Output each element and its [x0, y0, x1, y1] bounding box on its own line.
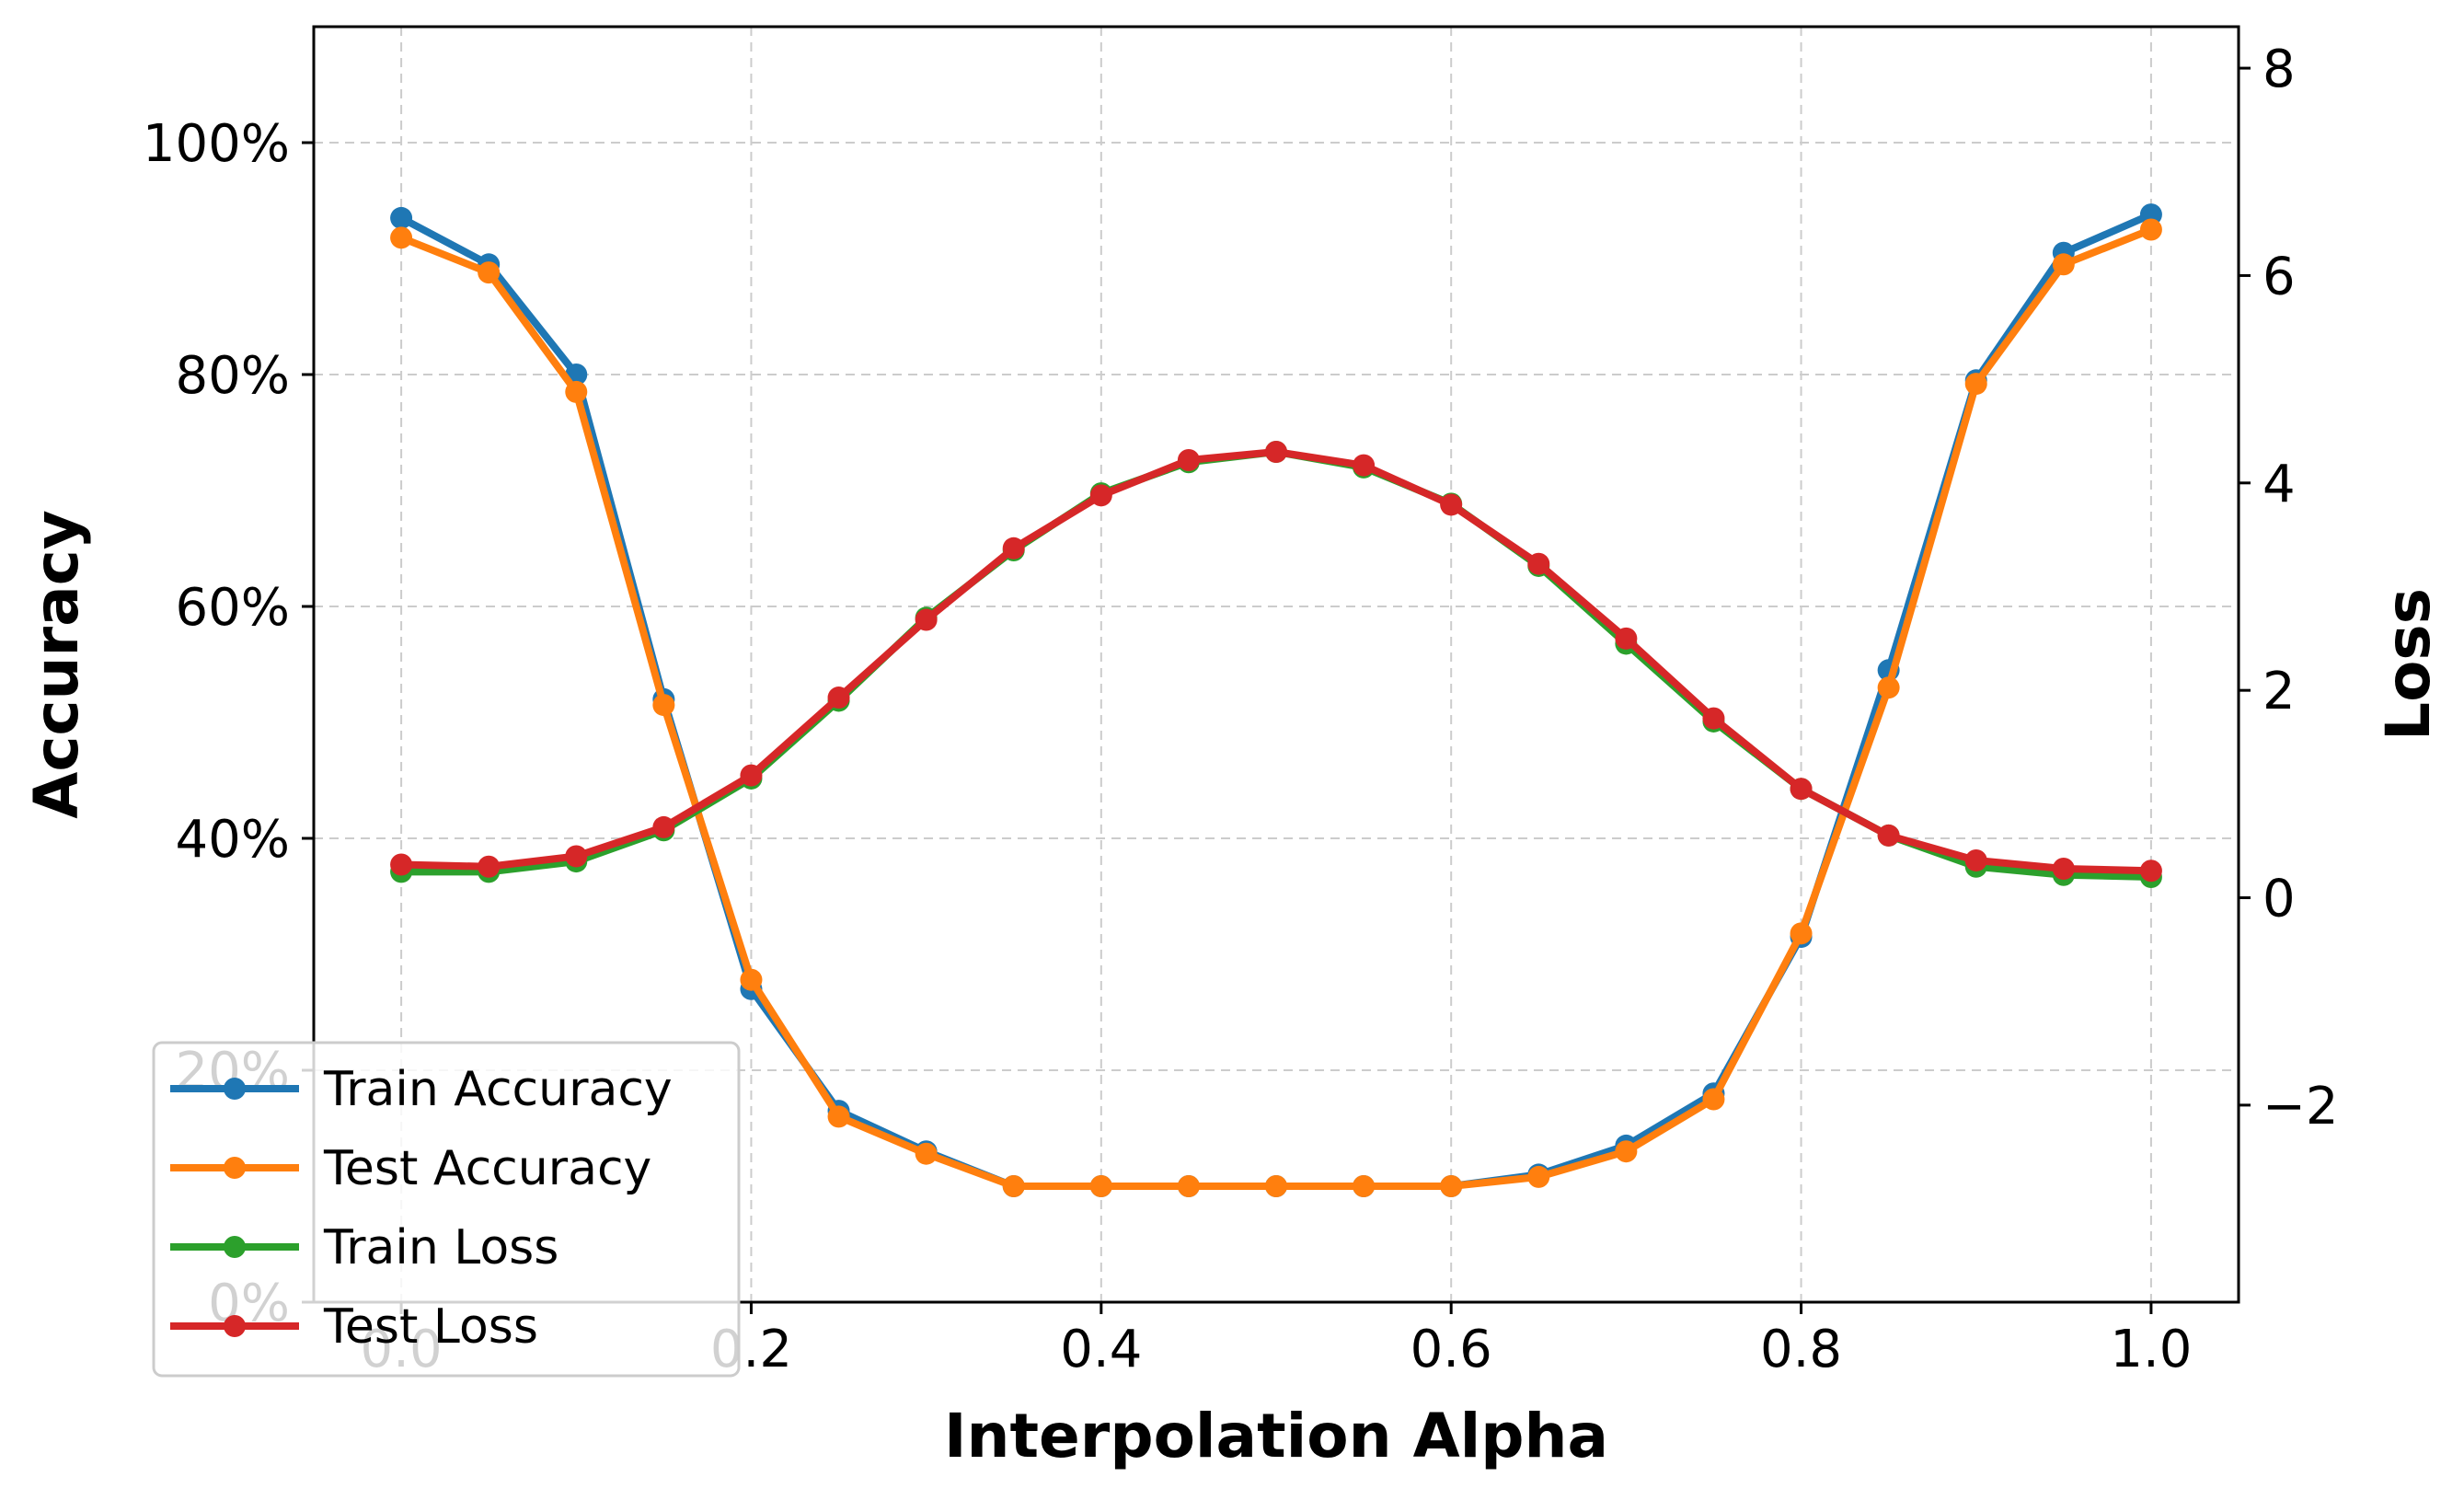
y-axis-left-title: Accuracy	[21, 510, 92, 819]
y-right-tick-label: −2	[2263, 1077, 2339, 1137]
legend-label: Train Loss	[323, 1220, 558, 1275]
test-accuracy-point	[1353, 1175, 1376, 1197]
test-loss-point	[1702, 707, 1725, 730]
y-left-tick-label: 40%	[176, 810, 290, 870]
legend-box	[152, 1041, 741, 1378]
legend-swatch-marker	[224, 1078, 246, 1100]
test-accuracy-point	[827, 1105, 850, 1128]
test-accuracy-point	[2139, 218, 2162, 241]
test-loss-point	[2139, 860, 2162, 883]
y-right-tick-label: 4	[2263, 455, 2296, 514]
test-accuracy-point	[1790, 922, 1813, 945]
test-accuracy-point	[652, 694, 675, 717]
test-loss-point	[390, 853, 413, 876]
test-loss-point	[1089, 484, 1112, 507]
y-left-tick-label: 60%	[176, 578, 290, 638]
test-loss-point	[565, 845, 588, 868]
test-loss-point	[1440, 493, 1463, 516]
y-left-tick-label: 100%	[143, 114, 290, 174]
series-layer	[390, 203, 2162, 1197]
test-loss-point	[1877, 824, 1900, 847]
legend-swatch-marker	[224, 1236, 246, 1258]
test-accuracy-point	[915, 1142, 938, 1165]
y-right-tick-label: 2	[2263, 662, 2296, 721]
test-loss-point	[1527, 552, 1550, 575]
test-accuracy-point	[1177, 1175, 1200, 1197]
test-loss-point	[740, 764, 763, 787]
train-accuracy-point	[390, 206, 413, 229]
test-loss-point	[1177, 449, 1200, 472]
test-accuracy-point	[1702, 1088, 1725, 1111]
legend-swatch-marker	[224, 1315, 246, 1337]
test-loss-point	[652, 815, 675, 838]
test-accuracy-point	[1089, 1175, 1112, 1197]
test-loss-point	[827, 687, 850, 710]
test-loss-point	[1615, 627, 1638, 650]
y-right-tick-label: 0	[2263, 870, 2296, 929]
legend-label: Train Accuracy	[323, 1062, 673, 1117]
test-accuracy-point	[1440, 1175, 1463, 1197]
plot-frame	[312, 25, 2240, 1304]
x-axis-title: Interpolation Alpha	[944, 1401, 1608, 1471]
test-accuracy-point	[478, 261, 501, 284]
test-accuracy-point	[1877, 676, 1900, 699]
test-loss-point	[2052, 857, 2075, 880]
test-accuracy-point	[1527, 1165, 1550, 1188]
y-right-tick-label: 6	[2263, 247, 2296, 306]
y-left-tick-label: 80%	[176, 346, 290, 406]
legend-swatch-marker	[224, 1157, 246, 1179]
x-tick-label: 1.0	[2110, 1320, 2192, 1379]
legend: Train Accuracy Test Accuracy Train Loss Tes…	[152, 1041, 741, 1378]
x-tick-label: 0.6	[1410, 1320, 1492, 1379]
x-tick-label: 0.4	[1060, 1320, 1142, 1379]
test-accuracy-point	[390, 226, 413, 249]
test-loss-point	[1265, 441, 1287, 463]
x-tick-label: 0.8	[1760, 1320, 1842, 1379]
test-accuracy-point	[1615, 1140, 1638, 1163]
test-loss-point	[1353, 454, 1376, 477]
test-accuracy-point	[565, 380, 588, 403]
test-loss-point	[915, 608, 938, 631]
test-accuracy-point	[1002, 1175, 1025, 1197]
test-accuracy-point	[740, 968, 763, 991]
test-accuracy-point	[2052, 253, 2075, 276]
legend-label: Test Loss	[323, 1299, 538, 1355]
test-loss-point	[1964, 848, 1987, 871]
test-loss-point	[1790, 778, 1813, 801]
test-accuracy-point	[1265, 1175, 1287, 1197]
y-axis-right-title: Loss	[2373, 588, 2444, 741]
test-accuracy-point	[1964, 373, 1987, 396]
legend-label: Test Accuracy	[323, 1141, 651, 1196]
test-loss-point	[1002, 537, 1025, 560]
test-loss-point	[478, 855, 501, 878]
y-right-tick-label: 8	[2263, 40, 2296, 99]
